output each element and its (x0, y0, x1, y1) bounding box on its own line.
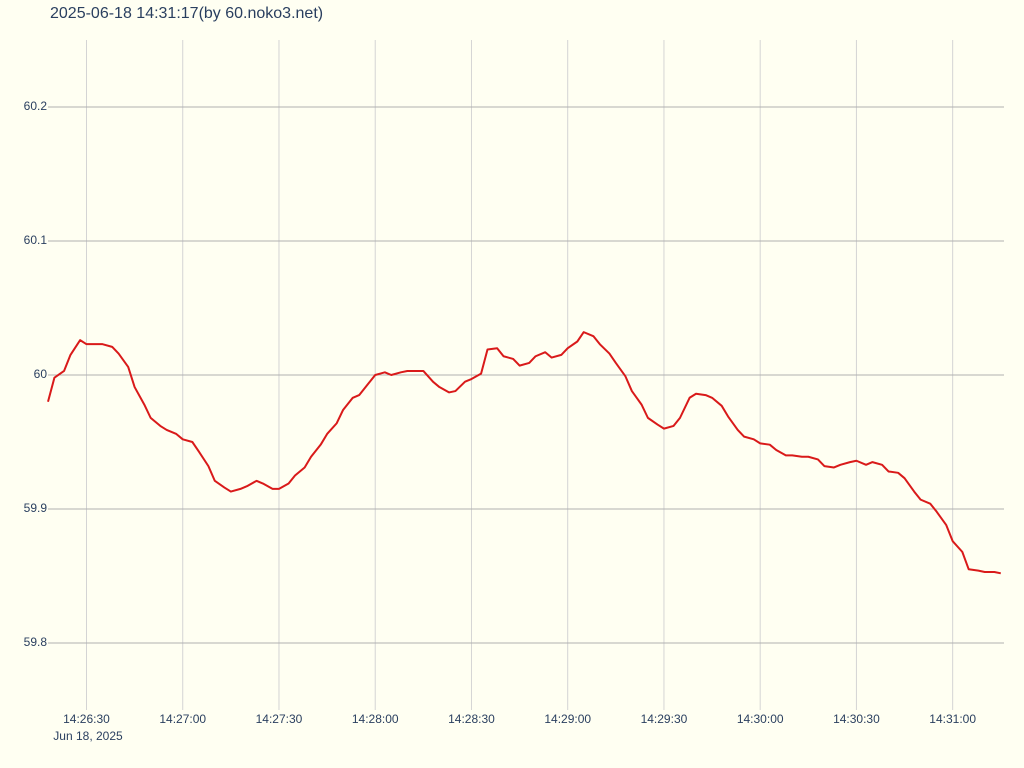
x-tick-label: 14:26:30 (63, 712, 110, 726)
y-tick-label: 59.9 (24, 501, 48, 515)
x-tick-label: 14:31:00 (929, 712, 976, 726)
x-tick-label: 14:27:30 (256, 712, 303, 726)
data-line (47, 331, 1001, 575)
y-tick-label: 59.8 (24, 635, 48, 649)
x-tick-label: 14:27:00 (159, 712, 206, 726)
x-tick-label: 14:28:30 (448, 712, 495, 726)
x-tick-label: 14:30:30 (833, 712, 880, 726)
y-tick-label: 60.2 (24, 99, 48, 113)
x-tick-label: 14:28:00 (352, 712, 399, 726)
y-tick-label: 60.1 (24, 233, 48, 247)
x-tick-label: 14:29:00 (544, 712, 591, 726)
x-date-label: Jun 18, 2025 (53, 729, 123, 743)
y-tick-label: 60 (34, 367, 48, 381)
x-tick-label: 14:29:30 (641, 712, 688, 726)
x-tick-label: 14:30:00 (737, 712, 784, 726)
chart-title: 2025-06-18 14:31:17(by 60.noko3.net) (50, 5, 323, 22)
